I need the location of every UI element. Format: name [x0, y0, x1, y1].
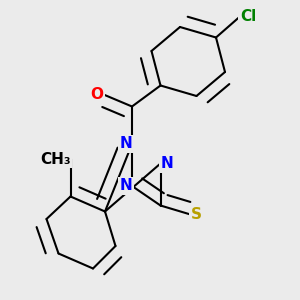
Text: S: S	[190, 207, 202, 222]
Text: CH₃: CH₃	[40, 152, 70, 166]
Text: O: O	[91, 87, 103, 102]
Text: N: N	[119, 136, 132, 152]
Text: N: N	[119, 178, 132, 194]
Text: N: N	[160, 156, 173, 171]
Text: Cl: Cl	[240, 9, 256, 24]
